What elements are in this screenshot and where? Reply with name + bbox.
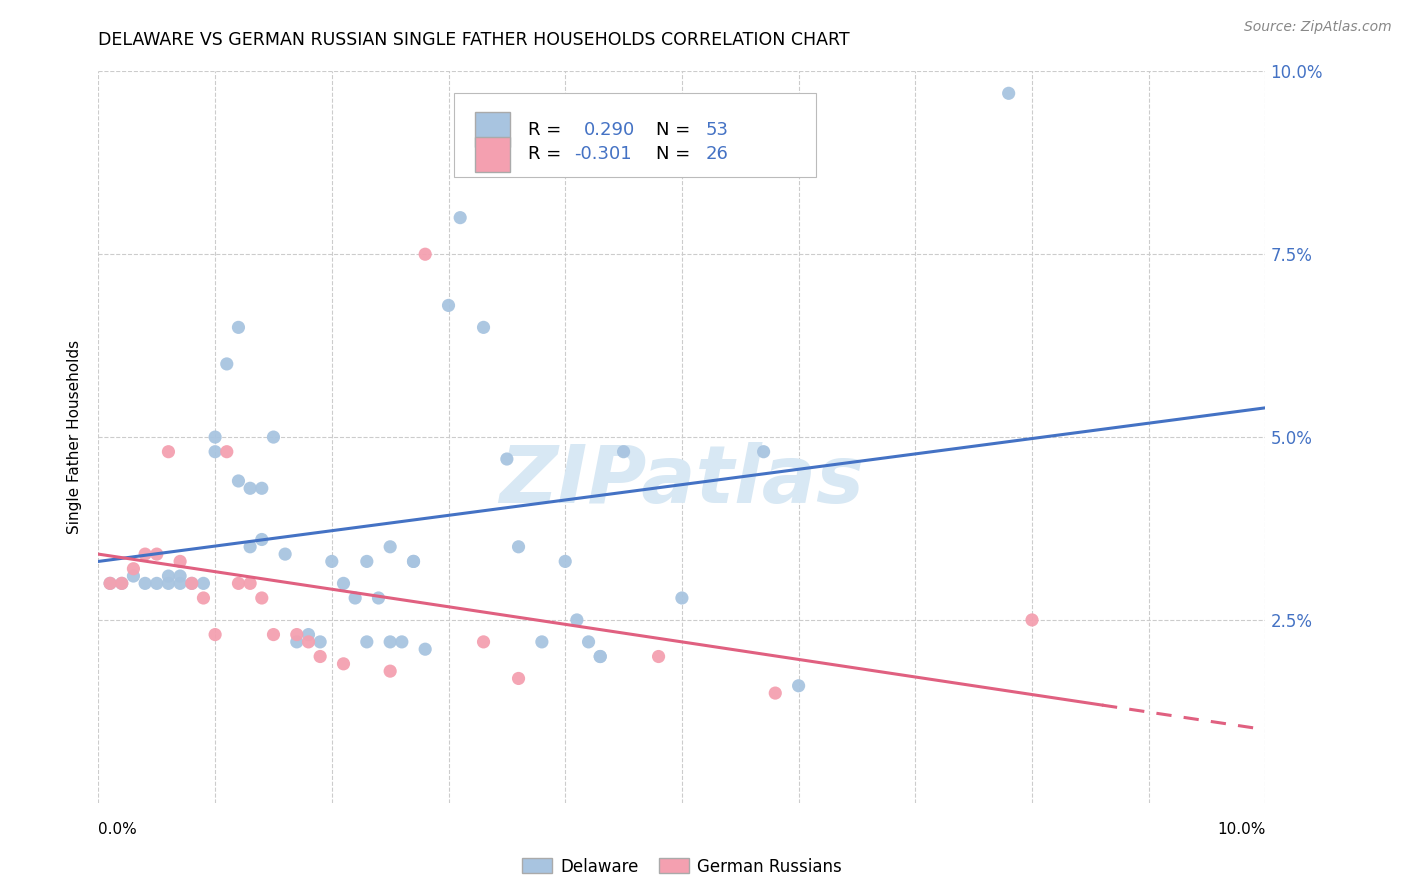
Point	[589, 649, 612, 664]
Point	[157, 444, 180, 458]
Y-axis label: Single Father Households: Single Father Households	[67, 340, 83, 534]
Point	[285, 635, 308, 649]
Point	[146, 547, 169, 561]
Point	[134, 547, 156, 561]
Point	[530, 635, 553, 649]
Point	[262, 430, 284, 444]
Point	[228, 320, 250, 334]
Text: R =: R =	[527, 121, 572, 139]
Point	[309, 635, 332, 649]
Point	[228, 474, 250, 488]
Point	[111, 576, 134, 591]
Point	[228, 576, 250, 591]
Text: 0.290: 0.290	[583, 121, 636, 139]
Point	[215, 357, 238, 371]
Point	[274, 547, 297, 561]
Point	[321, 554, 343, 568]
Point	[146, 576, 169, 591]
Point	[413, 247, 436, 261]
Point	[402, 554, 425, 568]
Point	[356, 635, 378, 649]
Point	[449, 211, 471, 225]
Text: 10.0%: 10.0%	[1218, 822, 1265, 837]
Point	[332, 657, 354, 671]
Text: -0.301: -0.301	[575, 145, 633, 163]
Text: DELAWARE VS GERMAN RUSSIAN SINGLE FATHER HOUSEHOLDS CORRELATION CHART: DELAWARE VS GERMAN RUSSIAN SINGLE FATHER…	[98, 31, 851, 49]
Point	[787, 679, 810, 693]
Legend: Delaware, German Russians: Delaware, German Russians	[516, 851, 848, 882]
Point	[157, 576, 180, 591]
Point	[250, 533, 273, 547]
Text: 53: 53	[706, 121, 728, 139]
Point	[472, 635, 495, 649]
Point	[180, 576, 202, 591]
Point	[344, 591, 367, 605]
Point	[565, 613, 588, 627]
Point	[378, 540, 402, 554]
Point	[495, 452, 517, 467]
Point	[671, 591, 693, 605]
Point	[169, 554, 191, 568]
Point	[239, 481, 262, 495]
Text: R =: R =	[527, 145, 567, 163]
Text: Source: ZipAtlas.com: Source: ZipAtlas.com	[1244, 20, 1392, 34]
Point	[332, 576, 354, 591]
Point	[612, 444, 634, 458]
Point	[250, 591, 273, 605]
Point	[285, 627, 308, 641]
Bar	[475, 136, 510, 172]
Point	[578, 635, 600, 649]
Point	[239, 540, 262, 554]
Text: N =: N =	[657, 145, 696, 163]
Point	[554, 554, 576, 568]
Point	[157, 569, 180, 583]
Text: 26: 26	[706, 145, 728, 163]
Point	[262, 627, 284, 641]
Point	[297, 635, 319, 649]
Point	[122, 562, 145, 576]
Point	[239, 576, 262, 591]
Text: N =: N =	[657, 121, 696, 139]
Point	[297, 627, 319, 641]
Point	[122, 569, 145, 583]
Point	[204, 430, 226, 444]
Point	[111, 576, 134, 591]
Point	[134, 576, 156, 591]
Point	[204, 627, 226, 641]
Point	[1021, 613, 1043, 627]
Point	[472, 320, 495, 334]
Point	[391, 635, 413, 649]
Text: ZIPatlas: ZIPatlas	[499, 442, 865, 520]
Point	[98, 576, 121, 591]
Point	[180, 576, 202, 591]
Point	[752, 444, 775, 458]
Point	[169, 576, 191, 591]
Point	[763, 686, 786, 700]
Bar	[475, 112, 510, 147]
Point	[367, 591, 389, 605]
Text: 0.0%: 0.0%	[98, 822, 138, 837]
Point	[356, 554, 378, 568]
Point	[309, 649, 332, 664]
FancyBboxPatch shape	[454, 94, 815, 178]
Point	[647, 649, 669, 664]
Point	[204, 444, 226, 458]
Point	[215, 444, 238, 458]
Point	[98, 576, 121, 591]
Point	[997, 87, 1019, 101]
Point	[402, 554, 425, 568]
Point	[378, 664, 402, 678]
Point	[437, 298, 460, 312]
Point	[508, 672, 530, 686]
Point	[193, 576, 215, 591]
Point	[508, 540, 530, 554]
Point	[378, 635, 402, 649]
Point	[250, 481, 273, 495]
Point	[589, 649, 612, 664]
Point	[193, 591, 215, 605]
Point	[413, 642, 436, 657]
Point	[169, 569, 191, 583]
